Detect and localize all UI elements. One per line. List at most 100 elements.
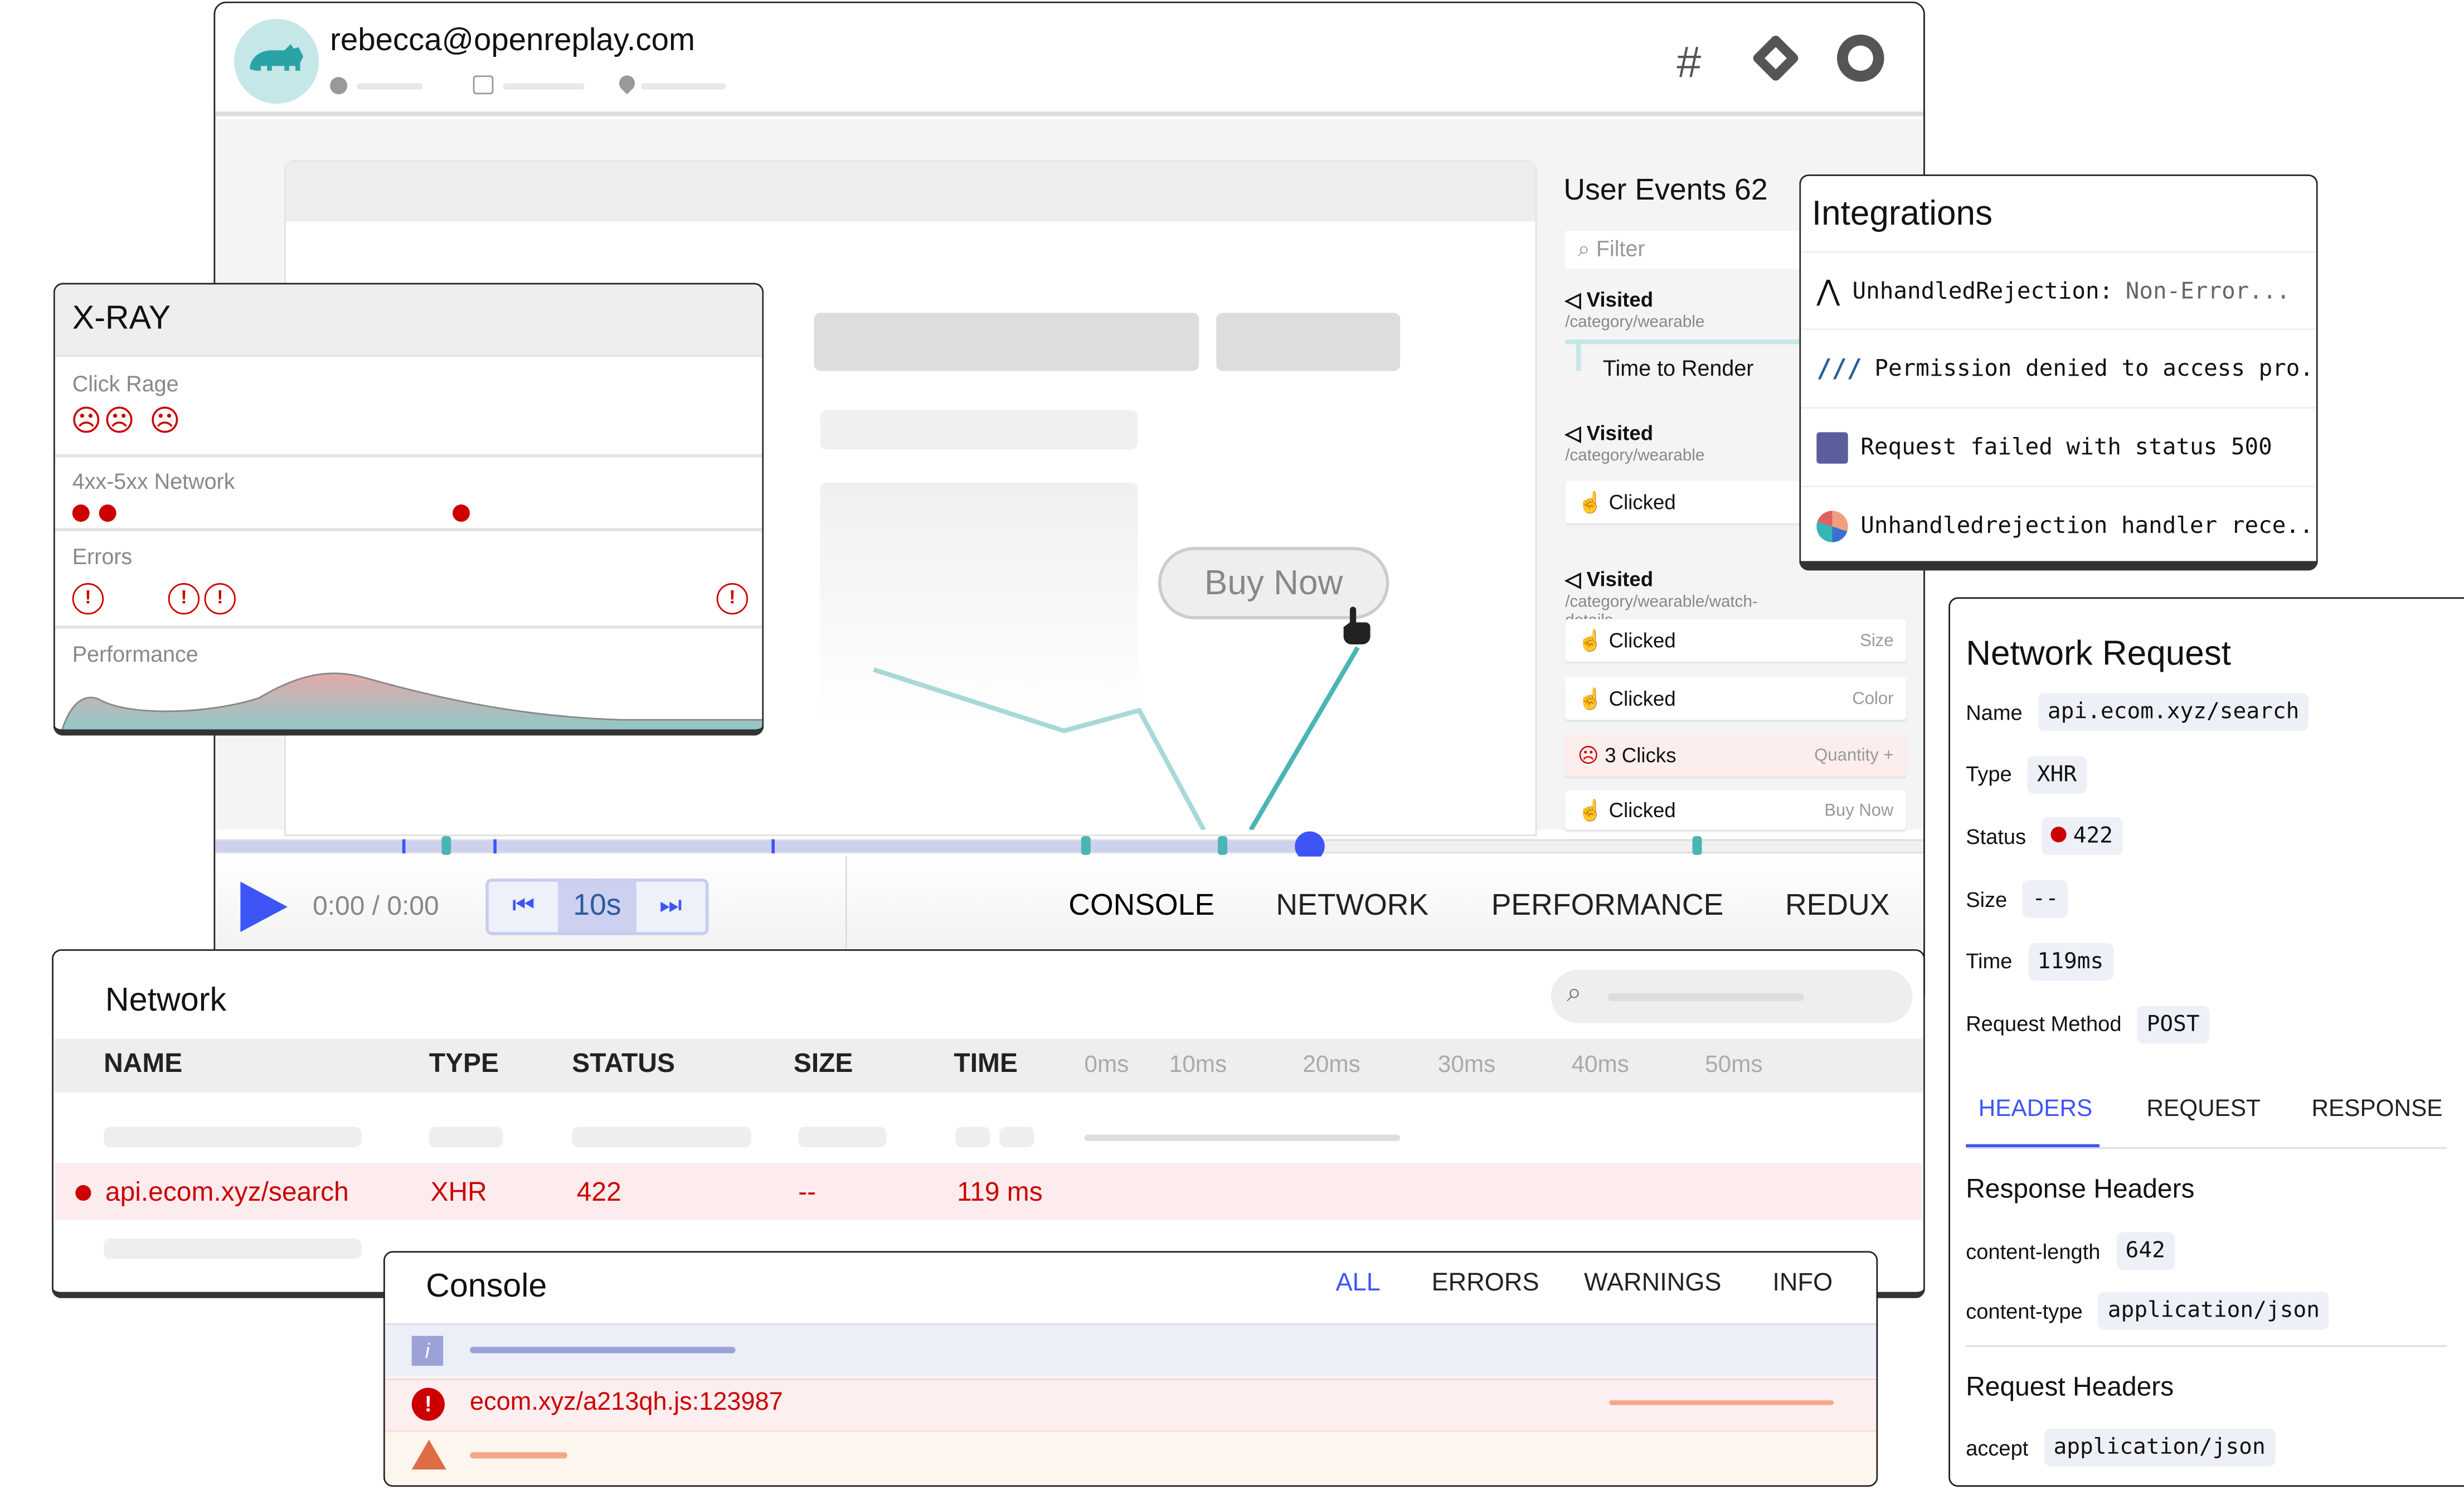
error-icon: ! — [411, 1387, 445, 1421]
network-panel: Network ⌕ — [52, 949, 1925, 1298]
buy-now-label: Buy Now — [1204, 562, 1343, 602]
event-visited[interactable]: ◁ Visited/category/wearable — [1565, 287, 1705, 332]
rhino-icon — [250, 43, 304, 71]
tick-20ms: 20ms — [1303, 1051, 1360, 1079]
github-icon[interactable] — [1836, 35, 1884, 82]
console-tab-warnings[interactable]: WARNINGS — [1584, 1270, 1722, 1297]
integration-item-bugsnag[interactable]: ///Permission denied to access pro... — [1801, 328, 2316, 407]
request-type: XHR — [430, 1177, 487, 1207]
timeline-progress — [215, 841, 1309, 852]
location-icon — [616, 72, 638, 95]
error-icon[interactable]: ! — [168, 583, 200, 615]
column-name[interactable]: NAME — [104, 1048, 183, 1079]
tab-network[interactable]: NETWORK — [1276, 889, 1429, 923]
click-rage-icon[interactable]: ☹ — [149, 405, 181, 439]
event-click-rage[interactable]: ☹ 3 Clicks Quantity + — [1565, 734, 1907, 776]
playback-time: 0:00 / 0:00 — [313, 891, 439, 921]
tab-redux[interactable]: REDUX — [1785, 889, 1890, 923]
info-icon: i — [411, 1336, 444, 1366]
console-tab-errors[interactable]: ERRORS — [1431, 1270, 1539, 1297]
integration-item-datadog[interactable]: Request failed with status 500 — [1801, 407, 2316, 486]
xray-errors-label: Errors — [72, 543, 133, 569]
event-clicked-buy-now[interactable]: ☝ Clicked Buy Now — [1565, 790, 1907, 830]
warning-icon — [411, 1439, 446, 1470]
event-visited[interactable]: ◁ Visited/category/wearable — [1565, 421, 1705, 465]
error-icon[interactable]: ! — [204, 583, 236, 615]
xray-title: X-RAY — [72, 300, 171, 337]
console-warning-row[interactable] — [385, 1430, 1877, 1486]
session-header: rebecca@openreplay.com # — [215, 3, 1924, 117]
user-email: rebecca@openreplay.com — [330, 23, 696, 59]
header-content-type: content-type application/json — [1966, 1292, 2329, 1330]
event-time-to-render[interactable]: Time to Render — [1602, 355, 1754, 381]
error-icon[interactable]: ! — [716, 583, 749, 615]
skip-back-button[interactable]: ⏮ — [512, 892, 535, 920]
event-clicked-size[interactable]: ☝ Clicked Size — [1565, 619, 1907, 662]
column-size[interactable]: SIZE — [793, 1048, 853, 1079]
console-tab-info[interactable]: INFO — [1772, 1270, 1833, 1297]
performance-graph — [61, 672, 762, 730]
timeline-scrubber[interactable] — [215, 831, 1924, 862]
field-type: Type XHR — [1966, 755, 2087, 793]
cursor-hand-icon — [1343, 606, 1370, 644]
tab-headers[interactable]: HEADERS — [1978, 1095, 2093, 1123]
field-value: 119ms — [2028, 943, 2113, 981]
field-label: Size — [1966, 887, 2008, 911]
skip-interval[interactable]: 10s — [558, 881, 636, 932]
error-icon[interactable]: ! — [72, 583, 104, 615]
avatar — [234, 18, 319, 104]
click-rage-icon[interactable]: ☹ — [70, 405, 102, 439]
timeline-handle[interactable] — [1294, 831, 1324, 862]
field-label: Type — [1966, 762, 2012, 787]
user-events-title: User Events 62 — [1563, 174, 1768, 208]
sentry-icon: ⋀ — [1816, 275, 1840, 308]
integration-item-elastic[interactable]: Unhandledrejection handler rece.. — [1801, 486, 2316, 561]
tab-console[interactable]: CONSOLE — [1068, 889, 1215, 923]
skip-forward-button[interactable]: ⏭ — [659, 892, 682, 920]
column-status[interactable]: STATUS — [572, 1048, 675, 1079]
console-panel: Console i ! ecom.xyz/a213qh.js:123987 — [383, 1251, 1878, 1487]
tick-10ms: 10ms — [1169, 1051, 1227, 1079]
network-row-error[interactable]: api.ecom.xyz/search XHR 422 -- 119 ms — [55, 1163, 1922, 1220]
jira-icon[interactable] — [1751, 33, 1800, 83]
integration-item-sentry[interactable]: ⋀ UnhandledRejection: Non-Error... — [1801, 251, 2316, 330]
tab-request[interactable]: REQUEST — [2146, 1095, 2261, 1123]
field-status: Status 422 — [1966, 818, 2122, 856]
field-request-method: Request Method POST — [1966, 1005, 2209, 1043]
skip-controls: ⏮ 10s ⏭ — [485, 879, 709, 935]
field-value: -- — [2023, 880, 2068, 918]
tab-performance[interactable]: PERFORMANCE — [1491, 889, 1724, 923]
header-content-length: content-length 642 — [1966, 1232, 2175, 1270]
field-value: api.ecom.xyz/search — [2038, 693, 2309, 731]
console-error-text: ecom.xyz/a213qh.js:123987 — [470, 1389, 783, 1416]
header-accept: accept application/json — [1966, 1428, 2275, 1467]
buy-now-button[interactable]: Buy Now — [1158, 547, 1389, 619]
field-value: 422 — [2042, 818, 2122, 856]
field-label: Request Method — [1966, 1012, 2122, 1036]
event-clicked-color[interactable]: ☝ Clicked Color — [1565, 677, 1907, 720]
field-label: Status — [1966, 824, 2026, 849]
slack-icon[interactable]: # — [1676, 37, 1702, 87]
network-search-input[interactable]: ⌕ — [1551, 969, 1913, 1023]
event-visited[interactable]: ◁ Visited/category/wearable/watch-detail… — [1565, 567, 1758, 630]
xray-network-label: 4xx-5xx Network — [72, 468, 235, 494]
console-tab-all[interactable]: ALL — [1335, 1270, 1381, 1297]
datadog-icon — [1816, 431, 1848, 463]
play-button[interactable] — [240, 881, 288, 932]
events-filter-input[interactable]: ⌕ Filter — [1565, 231, 1801, 269]
field-size: Size -- — [1966, 880, 2068, 918]
network-error-dot[interactable] — [453, 504, 470, 522]
column-type[interactable]: TYPE — [429, 1048, 499, 1079]
field-name: Name api.ecom.xyz/search — [1966, 693, 2309, 731]
click-rage-icon[interactable]: ☹ — [104, 405, 135, 439]
column-time[interactable]: TIME — [954, 1048, 1018, 1079]
network-request-panel: Network Request Name api.ecom.xyz/search T… — [1948, 597, 2464, 1487]
network-error-dot[interactable] — [99, 504, 116, 522]
xray-panel: X-RAY Click Rage ☹ ☹ ☹ 4xx-5xx Network E… — [53, 283, 764, 736]
elastic-icon — [1816, 509, 1848, 542]
field-label: Name — [1966, 700, 2023, 724]
tab-response[interactable]: RESPONSE — [2311, 1095, 2443, 1123]
network-error-dot[interactable] — [72, 504, 90, 522]
console-title: Console — [426, 1268, 547, 1305]
player-controls: 0:00 / 0:00 ⏮ 10s ⏭ — [215, 856, 1924, 951]
